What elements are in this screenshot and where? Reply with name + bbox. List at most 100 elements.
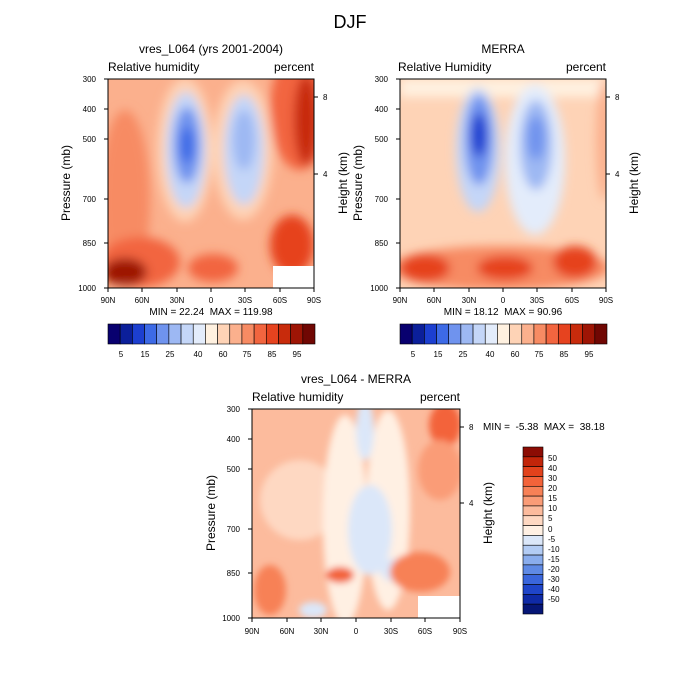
y-right-axis-label: Height (km) xyxy=(481,482,495,544)
panel-obs: MERRA Relative Humidity percent xyxy=(351,42,641,359)
right-string: percent xyxy=(566,60,607,74)
x-tick-label: 90N xyxy=(393,296,408,305)
colorbar-label: 10 xyxy=(548,504,557,513)
colorbar-box xyxy=(557,323,571,345)
missing-data-mask xyxy=(273,266,314,288)
y-right-axis-label: Height (km) xyxy=(627,152,641,214)
colorbar-labels: 5 15 25 40 60 75 85 95 xyxy=(119,350,302,359)
y-right-tick-label: 8 xyxy=(615,93,620,102)
contour-field xyxy=(252,409,460,618)
y-right-tick-label: 8 xyxy=(323,93,328,102)
x-tick-label: 30N xyxy=(170,296,185,305)
colorbar-label: 85 xyxy=(560,350,569,359)
y-right-tick-label: 4 xyxy=(615,170,620,179)
colorbar-label: 15 xyxy=(434,350,443,359)
right-string: percent xyxy=(274,60,315,74)
colorbar-box xyxy=(509,323,523,345)
x-tick-label: 0 xyxy=(354,627,359,636)
colorbar-label: -15 xyxy=(548,555,560,564)
colorbar-box xyxy=(180,323,194,345)
y-tick-label: 700 xyxy=(83,195,97,204)
colorbar-box xyxy=(229,323,243,345)
colorbar-box xyxy=(522,544,544,556)
x-tick-label: 0 xyxy=(501,296,506,305)
stats-label: MIN = 22.24 MAX = 119.98 xyxy=(149,307,273,318)
colorbar-label: -10 xyxy=(548,545,560,554)
y-right-axis-label: Height (km) xyxy=(336,152,350,214)
x-axis: 90N 60N 30N 0 30S 60S 90S xyxy=(101,288,321,305)
colorbar-box xyxy=(119,323,133,345)
x-tick-label: 60S xyxy=(273,296,287,305)
stats-label: MIN = -5.38 MAX = 38.18 xyxy=(483,422,605,433)
colorbar-label: 25 xyxy=(459,350,468,359)
colorbar-labels: 50 40 30 20 15 10 5 0 -5 -10 -15 -20 -30… xyxy=(548,454,560,604)
y-tick-label: 1000 xyxy=(370,284,388,293)
colorbar-label: 5 xyxy=(548,514,553,523)
x-tick-label: 90N xyxy=(101,296,116,305)
x-axis: 90N 60N 30N 0 30S 60S 90S xyxy=(245,618,467,636)
contour-neg-bottom xyxy=(299,602,327,618)
x-tick-label: 60S xyxy=(418,627,432,636)
y-tick-label: 850 xyxy=(375,239,389,248)
contour-dry-sh-core xyxy=(527,116,545,160)
colorbar-box xyxy=(522,485,544,497)
colorbar-box xyxy=(205,323,218,345)
colorbar-box xyxy=(253,323,267,345)
colorbar-box xyxy=(156,323,170,345)
contour-boundary-eq xyxy=(477,256,533,280)
left-string: Relative humidity xyxy=(252,390,343,404)
colorbar-label: 50 xyxy=(548,454,557,463)
contour-neg-eq xyxy=(348,485,392,575)
colorbar-label: -40 xyxy=(548,585,560,594)
colorbar-box xyxy=(192,323,206,345)
colorbar-box xyxy=(107,323,121,345)
colorbar-label: 75 xyxy=(243,350,252,359)
colorbar-box xyxy=(217,323,231,345)
y-tick-label: 850 xyxy=(83,239,97,248)
x-tick-label: 60N xyxy=(280,627,295,636)
missing-data-mask xyxy=(418,596,460,618)
contour-polar-sh xyxy=(294,79,314,165)
colorbar-box xyxy=(521,323,535,345)
colorbar-box xyxy=(522,446,544,458)
colorbar-label: 5 xyxy=(119,350,124,359)
colorbar-label: 95 xyxy=(293,350,302,359)
colorbar-labels: 5 15 25 40 60 75 85 95 xyxy=(411,350,594,359)
colorbar-box xyxy=(168,323,182,345)
colorbar-box xyxy=(484,323,498,345)
panel-title: vres_L064 (yrs 2001-2004) xyxy=(139,42,283,56)
y-axis-right: 8 4 Height (km) xyxy=(314,93,350,214)
colorbar-label: 0 xyxy=(548,525,553,534)
x-tick-label: 60N xyxy=(135,296,150,305)
y-right-tick-label: 8 xyxy=(469,423,474,432)
x-tick-label: 90S xyxy=(599,296,613,305)
colorbar-label: 5 xyxy=(411,350,416,359)
panel-model: vres_L064 (yrs 2001-2004) Relative humid… xyxy=(59,42,350,359)
colorbar-label: 40 xyxy=(548,464,557,473)
colorbar-box xyxy=(448,323,462,345)
colorbar-box xyxy=(522,456,544,467)
x-tick-label: 0 xyxy=(209,296,214,305)
y-axis-label: Pressure (mb) xyxy=(59,145,73,221)
y-right-tick-label: 4 xyxy=(469,499,474,508)
contour-boundary-eq xyxy=(188,254,238,282)
colorbar-box xyxy=(522,476,544,487)
y-axis-left: 300 400 500 700 850 1000 Pressure (mb) xyxy=(59,75,108,293)
colorbar-box xyxy=(278,323,291,345)
x-tick-label: 90S xyxy=(453,627,467,636)
contour-field xyxy=(108,79,314,288)
colorbar-box xyxy=(522,603,544,615)
contour-field xyxy=(400,79,606,288)
x-axis: 90N 60N 30N 0 30S 60S 90S xyxy=(393,288,613,305)
colorbar-box xyxy=(460,323,474,345)
colorbar-box xyxy=(522,554,544,566)
contour-boundary-nh-core xyxy=(108,258,147,286)
colorbar-box xyxy=(302,323,316,345)
y-axis-left: 300 400 500 700 850 1000 Pressure (mb) xyxy=(351,75,400,293)
y-tick-label: 400 xyxy=(83,105,97,114)
contour-boundary-sh xyxy=(553,246,597,278)
x-tick-label: 60S xyxy=(565,296,579,305)
contour-pos-sh-mid xyxy=(418,440,460,500)
contour-pos-sh-upper xyxy=(429,409,460,447)
contour-pos-nh-bl xyxy=(254,565,286,615)
